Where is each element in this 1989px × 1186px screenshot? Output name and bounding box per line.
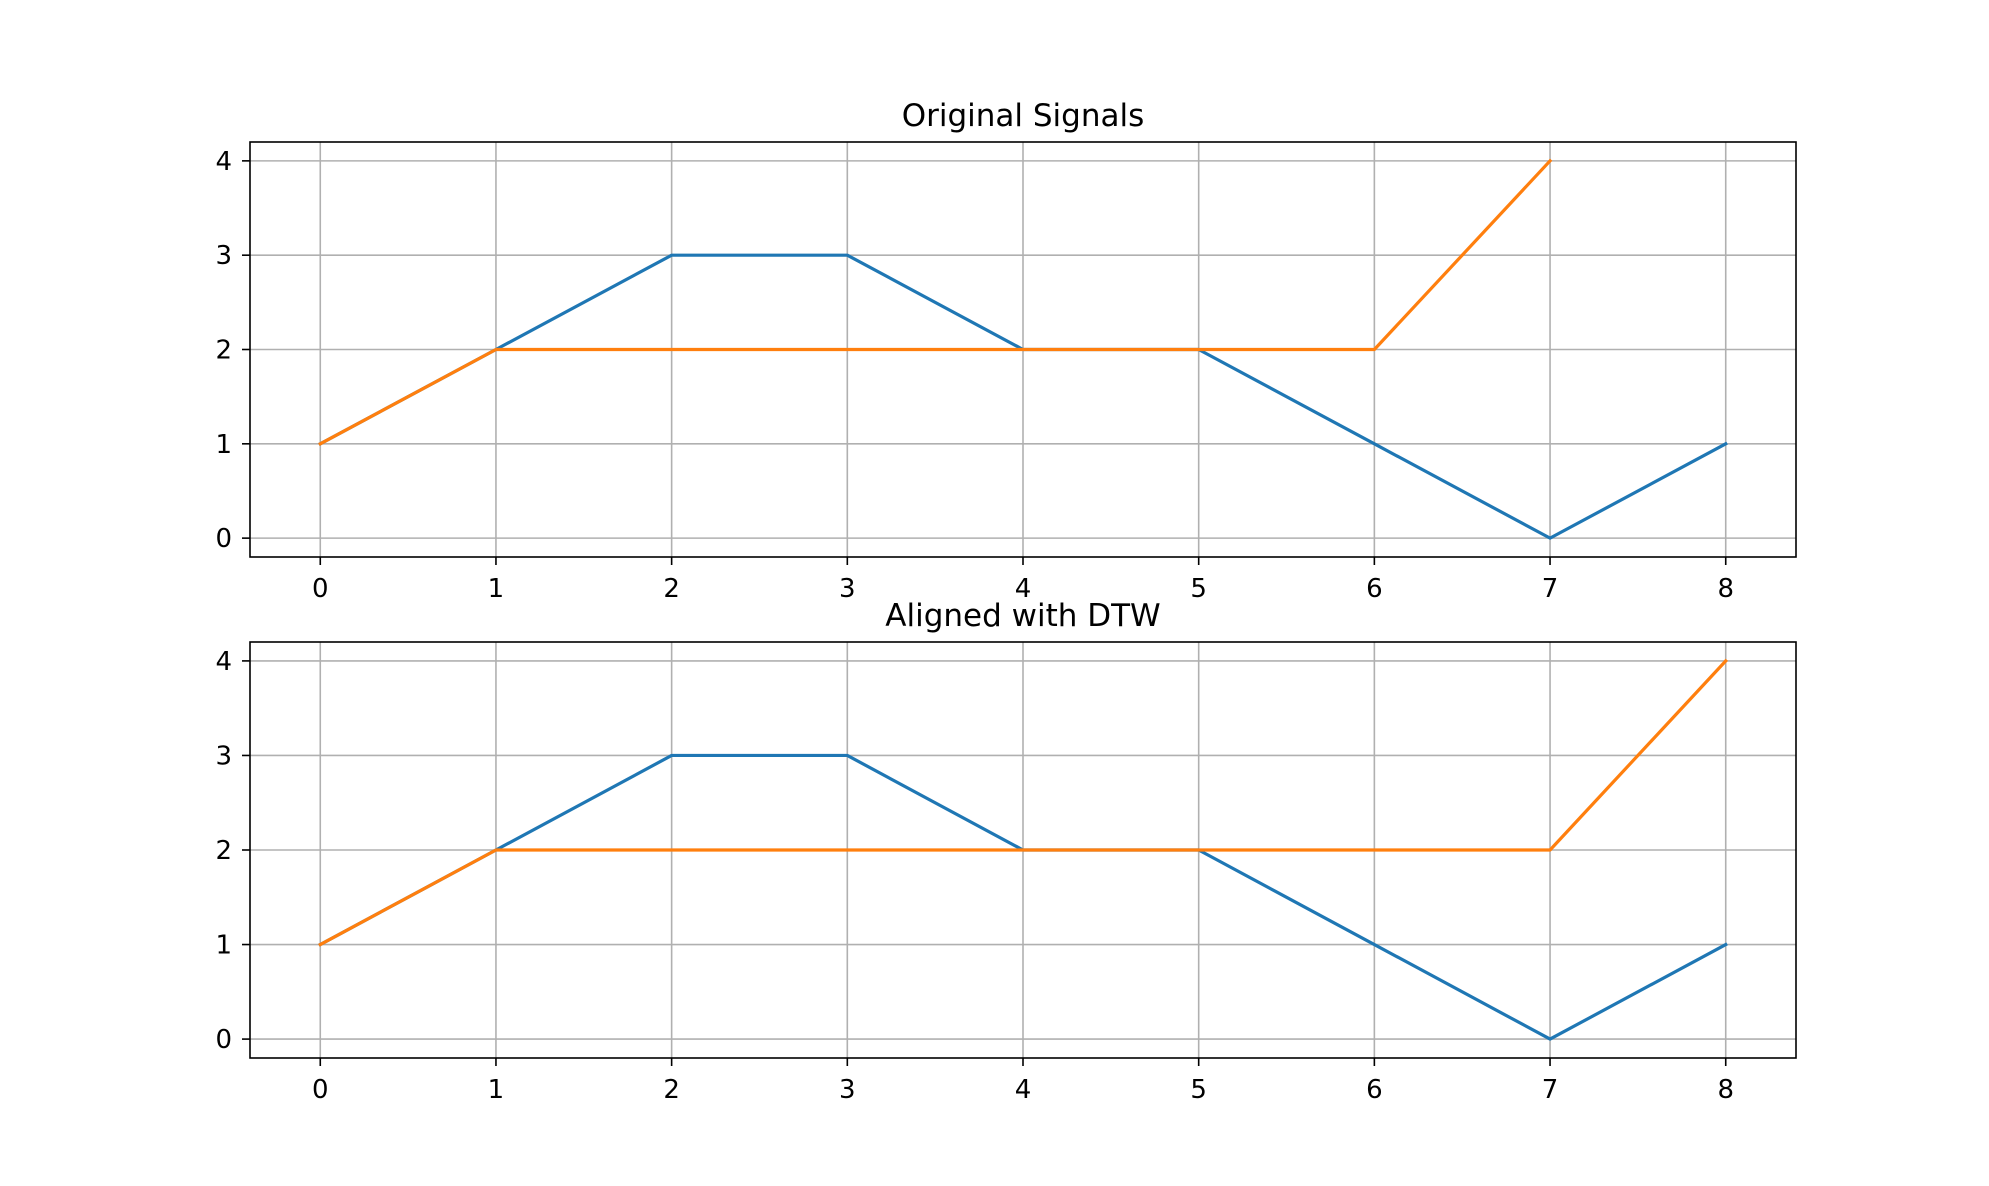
x-tick-label: 5	[1190, 1075, 1207, 1105]
x-tick-label: 6	[1366, 574, 1383, 604]
series-group	[318, 158, 1728, 540]
x-tick-label: 7	[1542, 1075, 1559, 1105]
x-tick-label: 5	[1190, 574, 1207, 604]
x-tick-label: 2	[663, 1075, 680, 1105]
x-tick-label: 8	[1717, 574, 1734, 604]
x-tick-label: 1	[488, 1075, 505, 1105]
y-tick-label: 4	[215, 147, 232, 177]
y-tick-label: 0	[215, 524, 232, 554]
y-tick-label: 2	[215, 336, 232, 366]
y-tick-label: 3	[215, 241, 232, 271]
x-tick-label: 0	[312, 574, 329, 604]
y-tick-label: 1	[215, 430, 232, 460]
x-tick-label: 4	[1015, 574, 1032, 604]
x-tick-label: 2	[663, 574, 680, 604]
x-tick-label: 0	[312, 1075, 329, 1105]
subplot-title: Original Signals	[902, 98, 1145, 134]
subplot-aligned-with-dtw: 0 1 2 3 4 5 6 7 8 0 1 2 3 4 Aligned with DTW	[215, 598, 1797, 1105]
x-tick-label: 3	[839, 1075, 856, 1105]
x-tick-label: 4	[1015, 1075, 1032, 1105]
x-tick-label: 6	[1366, 1075, 1383, 1105]
subplot-original-signals: 0 1 2 3 4 5 6 7 8 0 1 2 3 4 Original Signals	[215, 98, 1797, 604]
y-tick-label: 4	[215, 647, 232, 677]
y-tick-label: 3	[215, 741, 232, 771]
x-tick-label: 7	[1542, 574, 1559, 604]
series-line-2	[318, 158, 1553, 446]
x-tick-label: 8	[1717, 1075, 1734, 1105]
x-tick-label: 3	[839, 574, 856, 604]
series-group	[318, 658, 1728, 1041]
y-tick-label: 2	[215, 836, 232, 866]
y-tick-label: 0	[215, 1025, 232, 1055]
subplot-title: Aligned with DTW	[885, 598, 1160, 634]
y-tick-label: 1	[215, 931, 232, 961]
series-line-2	[318, 658, 1728, 947]
ticks: 0 1 2 3 4 5 6 7 8 0 1 2 3 4	[215, 647, 1734, 1105]
ticks: 0 1 2 3 4 5 6 7 8 0 1 2 3 4	[215, 147, 1734, 604]
x-tick-label: 1	[488, 574, 505, 604]
